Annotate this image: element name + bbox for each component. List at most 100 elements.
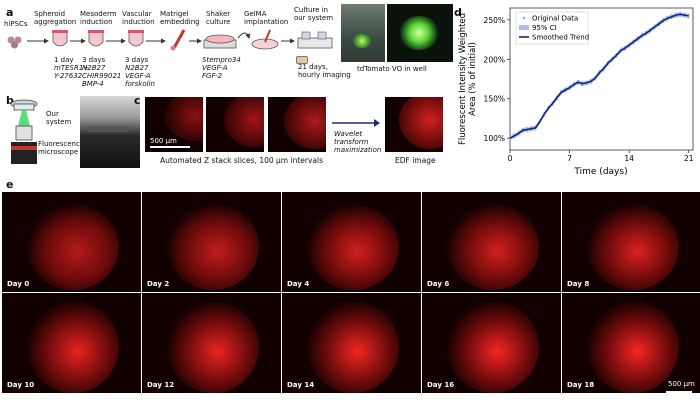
- raw-data-point: [683, 15, 686, 18]
- raw-data-point: [513, 133, 516, 136]
- ci-band: [510, 11, 689, 141]
- legend-marker-original: [522, 16, 526, 20]
- plot-frame: [509, 7, 694, 151]
- workflow-arrows: [27, 32, 295, 44]
- panel-b-letter: b: [6, 94, 14, 107]
- small-dish-icon: [296, 56, 308, 64]
- x-tick-label: 21: [684, 154, 694, 163]
- organoid-glow: [27, 204, 119, 290]
- x-ticks: 0 7 14 21: [508, 150, 694, 163]
- wavelet-label: Wavelet transform maximization: [334, 130, 382, 154]
- day-label: Day 12: [147, 381, 175, 389]
- day-label: Day 10: [7, 381, 35, 389]
- fluorescence-chart: 100% 150% 200% 250% 0 7 14 21 Original Data 95…: [458, 7, 694, 177]
- raw-data-point: [662, 18, 665, 20]
- scale-bar-e: [666, 391, 692, 393]
- raw-data-point: [568, 88, 571, 91]
- organoid-glow: [307, 301, 399, 393]
- panel-c-letter: c: [134, 94, 141, 107]
- raw-data-point: [517, 134, 520, 136]
- system-photo-2: [387, 4, 453, 62]
- panel-d-letter: d: [454, 6, 462, 19]
- step-vascular-label: Vascular induction: [122, 10, 155, 26]
- day-image-tile: Day 6: [422, 192, 561, 292]
- scale-bar-c: [150, 146, 190, 148]
- day-label: Day 0: [7, 280, 30, 288]
- day-image-tile: Day 2: [142, 192, 281, 292]
- raw-data-point: [530, 129, 533, 132]
- raw-data-point: [509, 138, 511, 141]
- organoid-glow: [447, 204, 539, 290]
- raw-data-point: [590, 82, 592, 84]
- raw-data-point: [573, 82, 575, 84]
- legend-original: Original Data: [532, 15, 578, 23]
- culture-system-icon: [296, 28, 334, 52]
- raw-data-point: [679, 15, 682, 17]
- microscope-photo: [80, 96, 140, 168]
- panel-e-letter: e: [6, 178, 14, 191]
- y-axis-label-2: Area (% of initial): [468, 42, 478, 116]
- edf-glow: [399, 97, 443, 149]
- day-label: Day 18: [567, 381, 595, 389]
- culture-duration: 21 days, hourly imaging: [298, 63, 351, 79]
- z-slice-1: [145, 97, 203, 152]
- spheroid-reagents: mTESR1+ Y-27632: [54, 64, 90, 80]
- raw-data-point: [585, 80, 588, 83]
- raw-data-point: [619, 48, 622, 50]
- shaker-dish-icon: [203, 30, 237, 50]
- fluorescence-microscope-label: Fluorescence microscope: [38, 140, 85, 156]
- y-tick-label: 200%: [484, 55, 505, 64]
- scale-bar-c-label: 500 µm: [150, 137, 177, 145]
- step-matrigel-label: Matrigel embedding: [160, 10, 200, 26]
- vascular-duration: 3 days: [125, 56, 149, 64]
- y-tick-label: 250%: [484, 16, 505, 25]
- raw-data-point: [687, 13, 690, 16]
- day-image-tile: Day 8: [562, 192, 700, 292]
- x-tick-label: 7: [567, 154, 572, 163]
- spheroid-duration: 1 day: [54, 56, 74, 64]
- photo-caption: tdTomato VO in well: [357, 65, 427, 73]
- raw-data-point: [526, 127, 528, 129]
- tube-vascular: [128, 30, 144, 50]
- green-spot-glow: [399, 16, 439, 50]
- raw-data-point: [670, 14, 673, 16]
- z-slice-3: [268, 97, 326, 152]
- raw-data-point: [509, 135, 511, 138]
- legend-marker-ci: [519, 25, 529, 30]
- panel-a-letter: a: [6, 6, 14, 19]
- y-ticks: 100% 150% 200% 250%: [484, 16, 510, 143]
- raw-data-point: [624, 49, 626, 51]
- raw-data-point: [666, 15, 669, 18]
- organoid-glow: [307, 204, 399, 290]
- organoid-glow: [167, 301, 259, 393]
- day-label: Day 16: [427, 381, 455, 389]
- organoid-glow: [447, 301, 539, 393]
- system-photo-1: [341, 4, 385, 62]
- raw-data-point: [513, 136, 516, 139]
- day-label: Day 14: [287, 381, 315, 389]
- matrigel-pipette-icon: [168, 28, 188, 52]
- raw-data-point: [577, 79, 579, 82]
- raw-data-point: [675, 12, 677, 15]
- raw-data-point: [577, 82, 579, 85]
- legend-trend: Smoothed Trend: [532, 34, 589, 42]
- step-spheroid-label: Spheroid aggregation: [34, 10, 77, 26]
- y-tick-label: 100%: [484, 134, 505, 143]
- step-gelma-label: GelMA implantation: [244, 10, 289, 26]
- our-system-label: Our system: [46, 110, 72, 126]
- microscope-diagram: [8, 96, 40, 168]
- raw-data-point: [585, 83, 588, 86]
- day-label: Day 4: [287, 280, 310, 288]
- step-shaker-label: Shaker culture: [206, 10, 231, 26]
- shaker-reagents: Stempro34 VEGF-A FGF-2: [202, 56, 241, 80]
- raw-data-point: [534, 128, 537, 131]
- z-slice-2: [206, 97, 264, 152]
- tube-mesoderm: [88, 30, 104, 50]
- day-label: Day 6: [427, 280, 450, 288]
- day-image-tile: Day 12: [142, 293, 281, 393]
- hipsc-label: hiPSCs: [4, 20, 28, 28]
- raw-data-point: [687, 16, 690, 19]
- organoid-glow: [27, 301, 119, 393]
- z-slice-3-glow: [284, 97, 326, 149]
- step-culture-label: Culture in our system: [294, 6, 334, 22]
